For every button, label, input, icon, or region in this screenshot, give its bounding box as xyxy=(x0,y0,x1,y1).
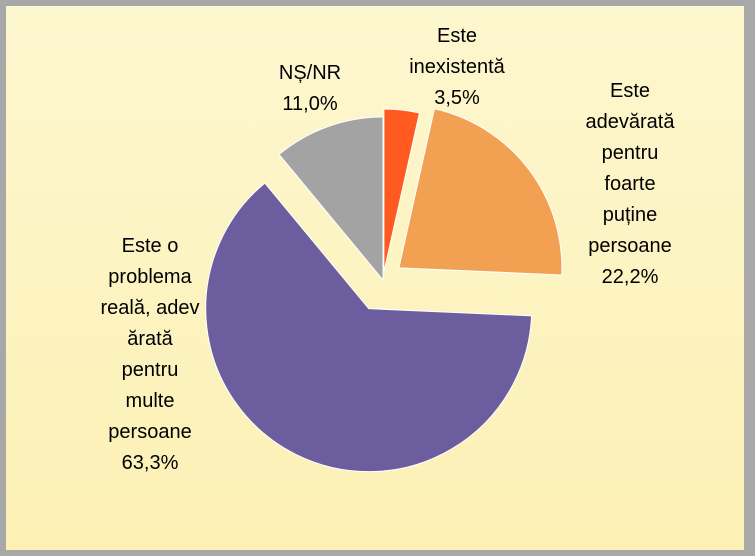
slice-label: Este adevărată pentru foarte puține persoane xyxy=(586,80,676,257)
slice-label: Este inexistentă xyxy=(409,25,505,78)
pie-slice xyxy=(278,116,384,282)
pie-slice xyxy=(205,182,533,473)
value-label: 63,3% xyxy=(122,452,179,474)
pie-slice xyxy=(398,108,563,276)
value-label: 3,5% xyxy=(434,87,480,109)
value-label: 11,0% xyxy=(282,93,337,115)
pie-slice xyxy=(383,108,421,273)
slice-label: Este o problema reală, adev ărată pentru mult… xyxy=(101,235,200,443)
value-label: 22,2% xyxy=(602,266,659,288)
slice-label: NȘ/NR xyxy=(279,62,341,84)
